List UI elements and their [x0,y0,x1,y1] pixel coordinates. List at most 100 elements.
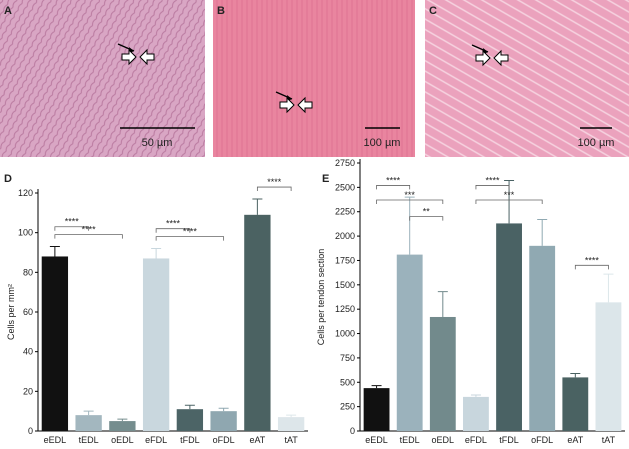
x-tick-label: eFDL [465,435,487,444]
significance-label: *** [404,190,415,200]
y-tick-label: 120 [18,188,33,198]
error-bar [404,196,415,255]
y-tick-label: 60 [23,307,33,317]
y-tick-label: 1250 [335,304,355,314]
y-tick-label: 2000 [335,231,355,241]
significance-label: **** [485,175,500,185]
bar [562,377,589,431]
y-tick-label: 1750 [335,255,355,265]
bar [595,302,622,431]
panel-letter: B [217,5,225,17]
significance-label: *** [504,190,515,200]
bar [176,409,204,431]
significance-bracket [475,185,510,190]
x-tick-label: oEDL [432,435,455,444]
panel-letter: C [429,5,437,17]
significance-bracket [376,199,444,205]
y-tick-label: 2250 [335,207,355,217]
significance-bracket [256,186,292,192]
y-tick-label: 2500 [335,182,355,192]
error-bar [371,385,382,389]
y-tick-label: 250 [340,402,355,412]
error-bar [151,248,162,259]
micrograph-b [213,0,415,157]
y-axis-label: Cells per tendon section [316,249,326,346]
error-bar [470,394,481,397]
error-bar [537,219,548,246]
significance-bracket [54,234,123,239]
y-tick-label: 80 [23,267,33,277]
x-tick-label: tAT [284,435,298,444]
bar [109,421,136,431]
y-tick-label: 0 [350,426,355,436]
bar [496,223,522,431]
bar [210,411,237,431]
micrograph-a [0,0,205,157]
significance-label: **** [82,225,97,235]
x-tick-label: eAT [567,435,583,444]
x-tick-label: eEDL [365,435,388,444]
y-tick-label: 2750 [335,158,355,168]
scale-label: 50 µm [142,137,173,149]
y-tick-label: 100 [18,228,33,238]
x-tick-label: tEDL [79,435,99,444]
error-bar [570,373,581,378]
x-tick-label: tFDL [499,435,519,444]
y-tick-label: 40 [23,347,33,357]
significance-bracket [409,216,444,221]
x-tick-label: oFDL [531,435,553,444]
significance-label: ** [423,207,431,217]
x-tick-label: eEDL [44,435,67,444]
significance-bracket [376,185,411,190]
significance-label: **** [183,227,198,237]
error-bar [286,414,297,418]
x-tick-label: oFDL [213,435,235,444]
panel-letter: E [322,173,329,185]
bar [142,258,170,431]
x-tick-label: eAT [249,435,265,444]
significance-bracket [155,236,225,241]
x-tick-label: oEDL [111,435,134,444]
bar [244,214,271,431]
significance-label: **** [267,177,282,187]
y-tick-label: 1500 [335,280,355,290]
x-tick-label: tAT [602,435,616,444]
scale-label: 100 µm [364,137,401,149]
scale-label: 100 µm [578,137,615,149]
error-bar [49,246,60,257]
y-axis-label: Cells per mm² [6,284,16,340]
significance-label: **** [386,175,401,185]
y-tick-label: 1000 [335,329,355,339]
bar [429,316,456,431]
micrograph-c [425,0,629,157]
bar [463,396,489,431]
error-bar [218,407,229,412]
x-tick-label: tFDL [180,435,200,444]
bar [277,417,305,431]
error-bar [603,273,614,303]
significance-bracket [54,226,90,231]
significance-label: **** [166,219,181,229]
y-tick-label: 750 [340,353,355,363]
error-bar [437,291,448,317]
significance-bracket [574,264,609,270]
error-bar [83,410,94,416]
significance-label: **** [585,255,600,265]
panel-letter: A [4,5,12,17]
bar [363,388,390,431]
bar [41,256,69,431]
y-tick-label: 0 [28,426,33,436]
error-bar [117,418,128,422]
error-bar [184,404,195,410]
bar [529,245,556,431]
panel-letter: D [4,173,12,185]
bar [75,415,102,431]
significance-bracket [475,199,543,205]
y-tick-label: 500 [340,377,355,387]
significance-bracket [155,228,191,233]
bar [396,254,423,431]
significance-label: **** [65,217,80,227]
x-tick-label: eFDL [145,435,167,444]
error-bar [252,198,263,215]
